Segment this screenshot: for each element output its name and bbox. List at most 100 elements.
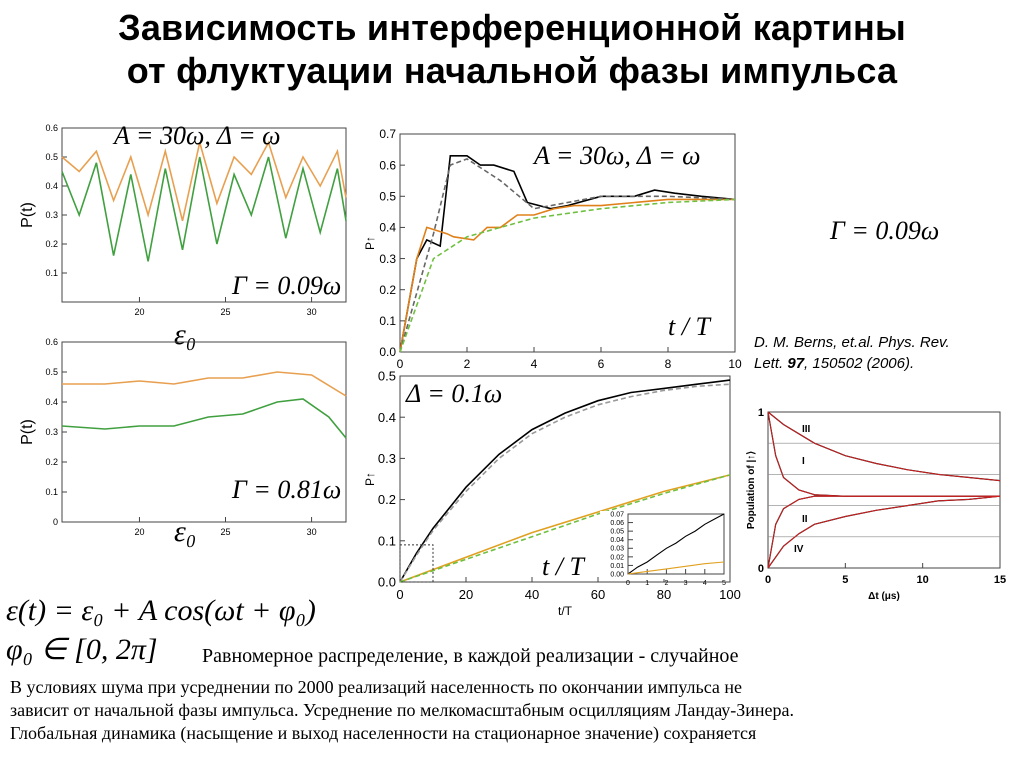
body-line-2: зависит от начальной фазы импульса. Усре…	[10, 700, 795, 720]
t-over-T-label-bottom: t / T	[542, 552, 584, 581]
x-tick-label: 6	[598, 357, 605, 371]
reference-citation: D. M. Berns, et.al. Phys. Rev. Lett. 97,…	[754, 332, 950, 374]
chart-bottom-left: 20 25 30 0 0.1 0.2 0.3 0.4 0.5 0.6 P(t)	[19, 337, 347, 537]
reference-line-1: D. M. Berns, et.al. Phys. Rev.	[754, 334, 950, 351]
x-tick-label: 100	[719, 587, 741, 602]
inset-chart: 0 1 2 3 4 5 0.000.01 0.020.03 0.040.05 0.06 0.07	[600, 511, 726, 587]
x-tick-label: 0	[397, 357, 404, 371]
y-tick-label: 1	[758, 407, 764, 419]
y-tick-label: 0.1	[45, 487, 58, 497]
series-line-1	[767, 411, 1001, 482]
series-line-3	[399, 158, 736, 353]
x-tick-label: 10	[728, 357, 742, 371]
fit-curve-3	[767, 495, 1001, 569]
y-tick-label: 0.07	[610, 511, 624, 518]
y-tick-label: 0.01	[610, 563, 624, 570]
chart-middle-bottom: 0 20 40 60 80 100 0.0 0.1 0.2 0.3 0.4 0.5 P↑ t/T 0 1 2 3 4…	[363, 369, 741, 618]
y-tick-label: 0.4	[379, 221, 396, 235]
plot-frame	[399, 133, 736, 353]
page-title: Зависимость интерференционной картины от…	[0, 6, 1024, 92]
y-tick-label: 0.5	[378, 369, 396, 384]
reference-pages: , 150502 (2006).	[804, 355, 915, 372]
y-tick-label: 0.03	[610, 546, 624, 553]
series-line-1	[399, 379, 731, 583]
reference-volume: 97	[787, 355, 805, 372]
y-tick-label: 0.05	[610, 529, 624, 536]
y-tick-label: 0.0	[379, 345, 396, 359]
series-line-1	[62, 371, 347, 397]
plot-frame	[399, 375, 731, 583]
x-tick-label: 5	[842, 574, 848, 586]
series-line-2	[627, 561, 725, 575]
y-tick-label: 0.3	[45, 427, 58, 437]
chart-top-left: 20 25 30 0.1 0.2 0.3 0.4 0.5 0.6 P(t)	[19, 123, 347, 317]
delta-label: Δ = 0.1ω	[406, 379, 503, 408]
y-tick-label: 0.02	[610, 554, 624, 561]
y-tick-label: 0.3	[378, 451, 396, 466]
x-tick-label: 3	[684, 580, 688, 587]
y-tick-label: 0.6	[45, 337, 58, 347]
series-line-3	[767, 495, 1001, 569]
x-tick-label: 0	[765, 574, 771, 586]
x-tick-label: 60	[591, 587, 605, 602]
y-tick-label: 0.0	[378, 575, 396, 590]
x-tick-label: 30	[307, 527, 317, 537]
series-line-2	[61, 156, 347, 262]
y-tick-label: 0.6	[45, 123, 58, 133]
x-tick-label: 15	[994, 574, 1006, 586]
y-tick-label: 0	[758, 563, 764, 575]
x-axis-label: t/T	[558, 604, 573, 618]
curve-annotation-i: I	[802, 456, 805, 467]
y-tick-label: 0.4	[378, 410, 396, 425]
title-line-1: Зависимость интерференционной картины	[118, 7, 906, 48]
y-tick-label: 0.2	[379, 283, 396, 297]
reference-line-2: Lett. 97, 150502 (2006).	[754, 353, 950, 374]
x-tick-label: 80	[657, 587, 671, 602]
gamma-label-top: Γ = 0.09ω	[232, 271, 342, 300]
x-tick-label: 2	[664, 580, 668, 587]
y-tick-label: 0.04	[610, 537, 624, 544]
x-tick-label: 1	[645, 580, 649, 587]
y-tick-label: 0.00	[610, 571, 624, 578]
series-line-2	[399, 383, 731, 583]
x-tick-label: 20	[134, 527, 144, 537]
x-tick-label: 4	[531, 357, 538, 371]
x-tick-label: 4	[703, 580, 707, 587]
gamma-label-bottom: Γ = 0.81ω	[232, 475, 342, 504]
y-tick-label: 0.2	[45, 457, 58, 467]
params-label-top-left: A = 30ω, Δ = ω	[114, 121, 281, 150]
y-tick-label: 0.4	[45, 397, 58, 407]
y-tick-label: 0	[53, 517, 58, 527]
body-line-3: Глобальная динамика (насыщение и выход н…	[10, 723, 757, 743]
x-tick-label: 0	[396, 587, 403, 602]
y-axis-label: Population of |↑⟩	[746, 451, 757, 529]
y-tick-label: 0.5	[45, 367, 58, 377]
y-axis-label: P(t)	[19, 202, 36, 228]
series-line-4	[399, 474, 731, 583]
fit-curve-4	[767, 495, 1000, 569]
curve-annotation-ii: II	[802, 514, 808, 525]
params-label-middle: A = 30ω, Δ = ω	[534, 141, 701, 170]
y-tick-label: 0.06	[610, 520, 624, 527]
body-paragraph: В условиях шума при усреднении по 2000 р…	[10, 676, 794, 745]
y-tick-label: 0.5	[45, 152, 58, 162]
gamma-label-right: Γ = 0.09ω	[830, 216, 940, 245]
y-tick-label: 0.5	[379, 189, 396, 203]
y-tick-label: 0.1	[379, 314, 396, 328]
y-tick-label: 0.1	[378, 533, 396, 548]
distribution-text: Равномерное распределение, в каждой реал…	[202, 645, 739, 667]
x-tick-label: 40	[525, 587, 539, 602]
curve-annotation-iii: III	[802, 424, 811, 435]
title-line-2: от флуктуации начальной фазы импульса	[126, 50, 898, 91]
eps0-label-bottom: ε₀	[174, 515, 197, 548]
series-line-3	[399, 474, 731, 583]
chart-middle-top: 0 2 4 6 8 10 0.0 0.1 0.2 0.3 0.4 0.5 0.6 0.7 P↑	[363, 127, 742, 371]
curve-annotation-iv: IV	[794, 544, 804, 555]
x-axis-label: Δt (μs)	[868, 591, 900, 602]
y-tick-label: 0.2	[378, 492, 396, 507]
series-line-1	[61, 140, 347, 221]
y-axis-label: P(t)	[19, 419, 36, 445]
series-line-1	[399, 154, 736, 353]
series-line-2	[61, 398, 347, 439]
